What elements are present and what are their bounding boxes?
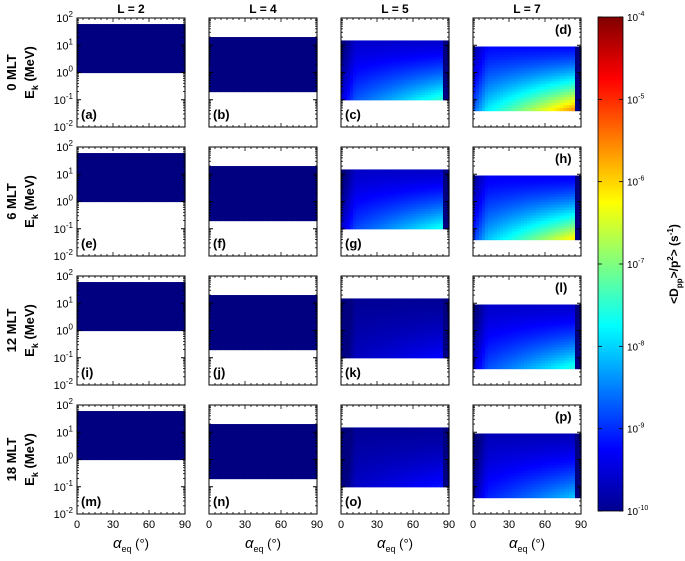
panel-label: (e) xyxy=(81,236,97,251)
y-tick-label: 100 xyxy=(56,194,73,209)
y-tick-label: 101 xyxy=(56,166,73,181)
panel-label: (a) xyxy=(81,107,97,122)
panel-grid: (a) 102 101 100 10-1 10-2 (b) (c) (d) (e) 102 101 10… xyxy=(54,10,588,531)
y-tick-label: 10-1 xyxy=(54,92,74,107)
y-tick-label: 10-1 xyxy=(54,221,74,236)
y-tick-label: 102 xyxy=(56,139,73,154)
panel-label: (d) xyxy=(555,22,572,37)
panel-3: (d) xyxy=(473,18,582,127)
y-tick-label: 102 xyxy=(56,10,73,25)
panel-0: (a) 102 101 100 10-1 10-2 xyxy=(54,10,186,134)
panel-4: (e) 102 101 100 10-1 10-2 xyxy=(54,139,186,263)
y-tick-label: 100 xyxy=(56,65,73,80)
y-tick-label: 101 xyxy=(56,37,73,52)
y-tick-label: 10-2 xyxy=(54,119,74,134)
y-tick-label: 10-2 xyxy=(54,248,74,263)
panel-5: (f) xyxy=(209,147,318,256)
panel-1: (b) xyxy=(209,18,318,127)
panel-label: (c) xyxy=(345,107,361,122)
panel-2: (c) xyxy=(341,18,450,127)
panel-label: (b) xyxy=(213,107,230,122)
